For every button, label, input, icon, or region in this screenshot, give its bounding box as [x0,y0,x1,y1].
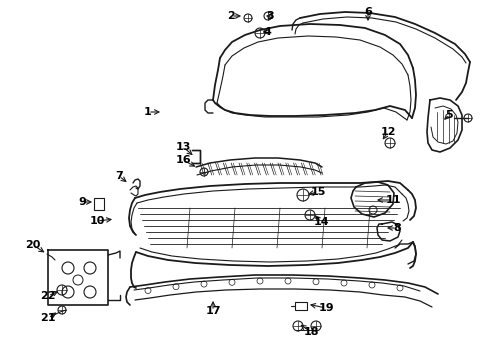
Text: 14: 14 [313,217,329,227]
Text: 11: 11 [385,195,401,205]
Bar [295,302,307,310]
Text: 3: 3 [266,11,274,21]
Text: 17: 17 [205,306,221,316]
Text: 19: 19 [318,303,334,313]
Text: 1: 1 [144,107,152,117]
Text: 15: 15 [310,187,326,197]
Text: 18: 18 [303,327,319,337]
Text: 8: 8 [393,223,401,233]
Text: 20: 20 [25,240,41,250]
Text: 2: 2 [227,11,235,21]
Text: 7: 7 [115,171,123,181]
Bar [94,198,104,210]
Text: 12: 12 [380,127,396,137]
Text: 9: 9 [78,197,86,207]
Text: 21: 21 [40,313,56,323]
Text: 6: 6 [364,7,372,17]
Text: 10: 10 [89,216,105,226]
Text: 5: 5 [445,110,453,120]
Text: 16: 16 [175,155,191,165]
Text: 13: 13 [175,142,191,152]
Text: 22: 22 [40,291,56,301]
Text: 4: 4 [263,27,271,37]
